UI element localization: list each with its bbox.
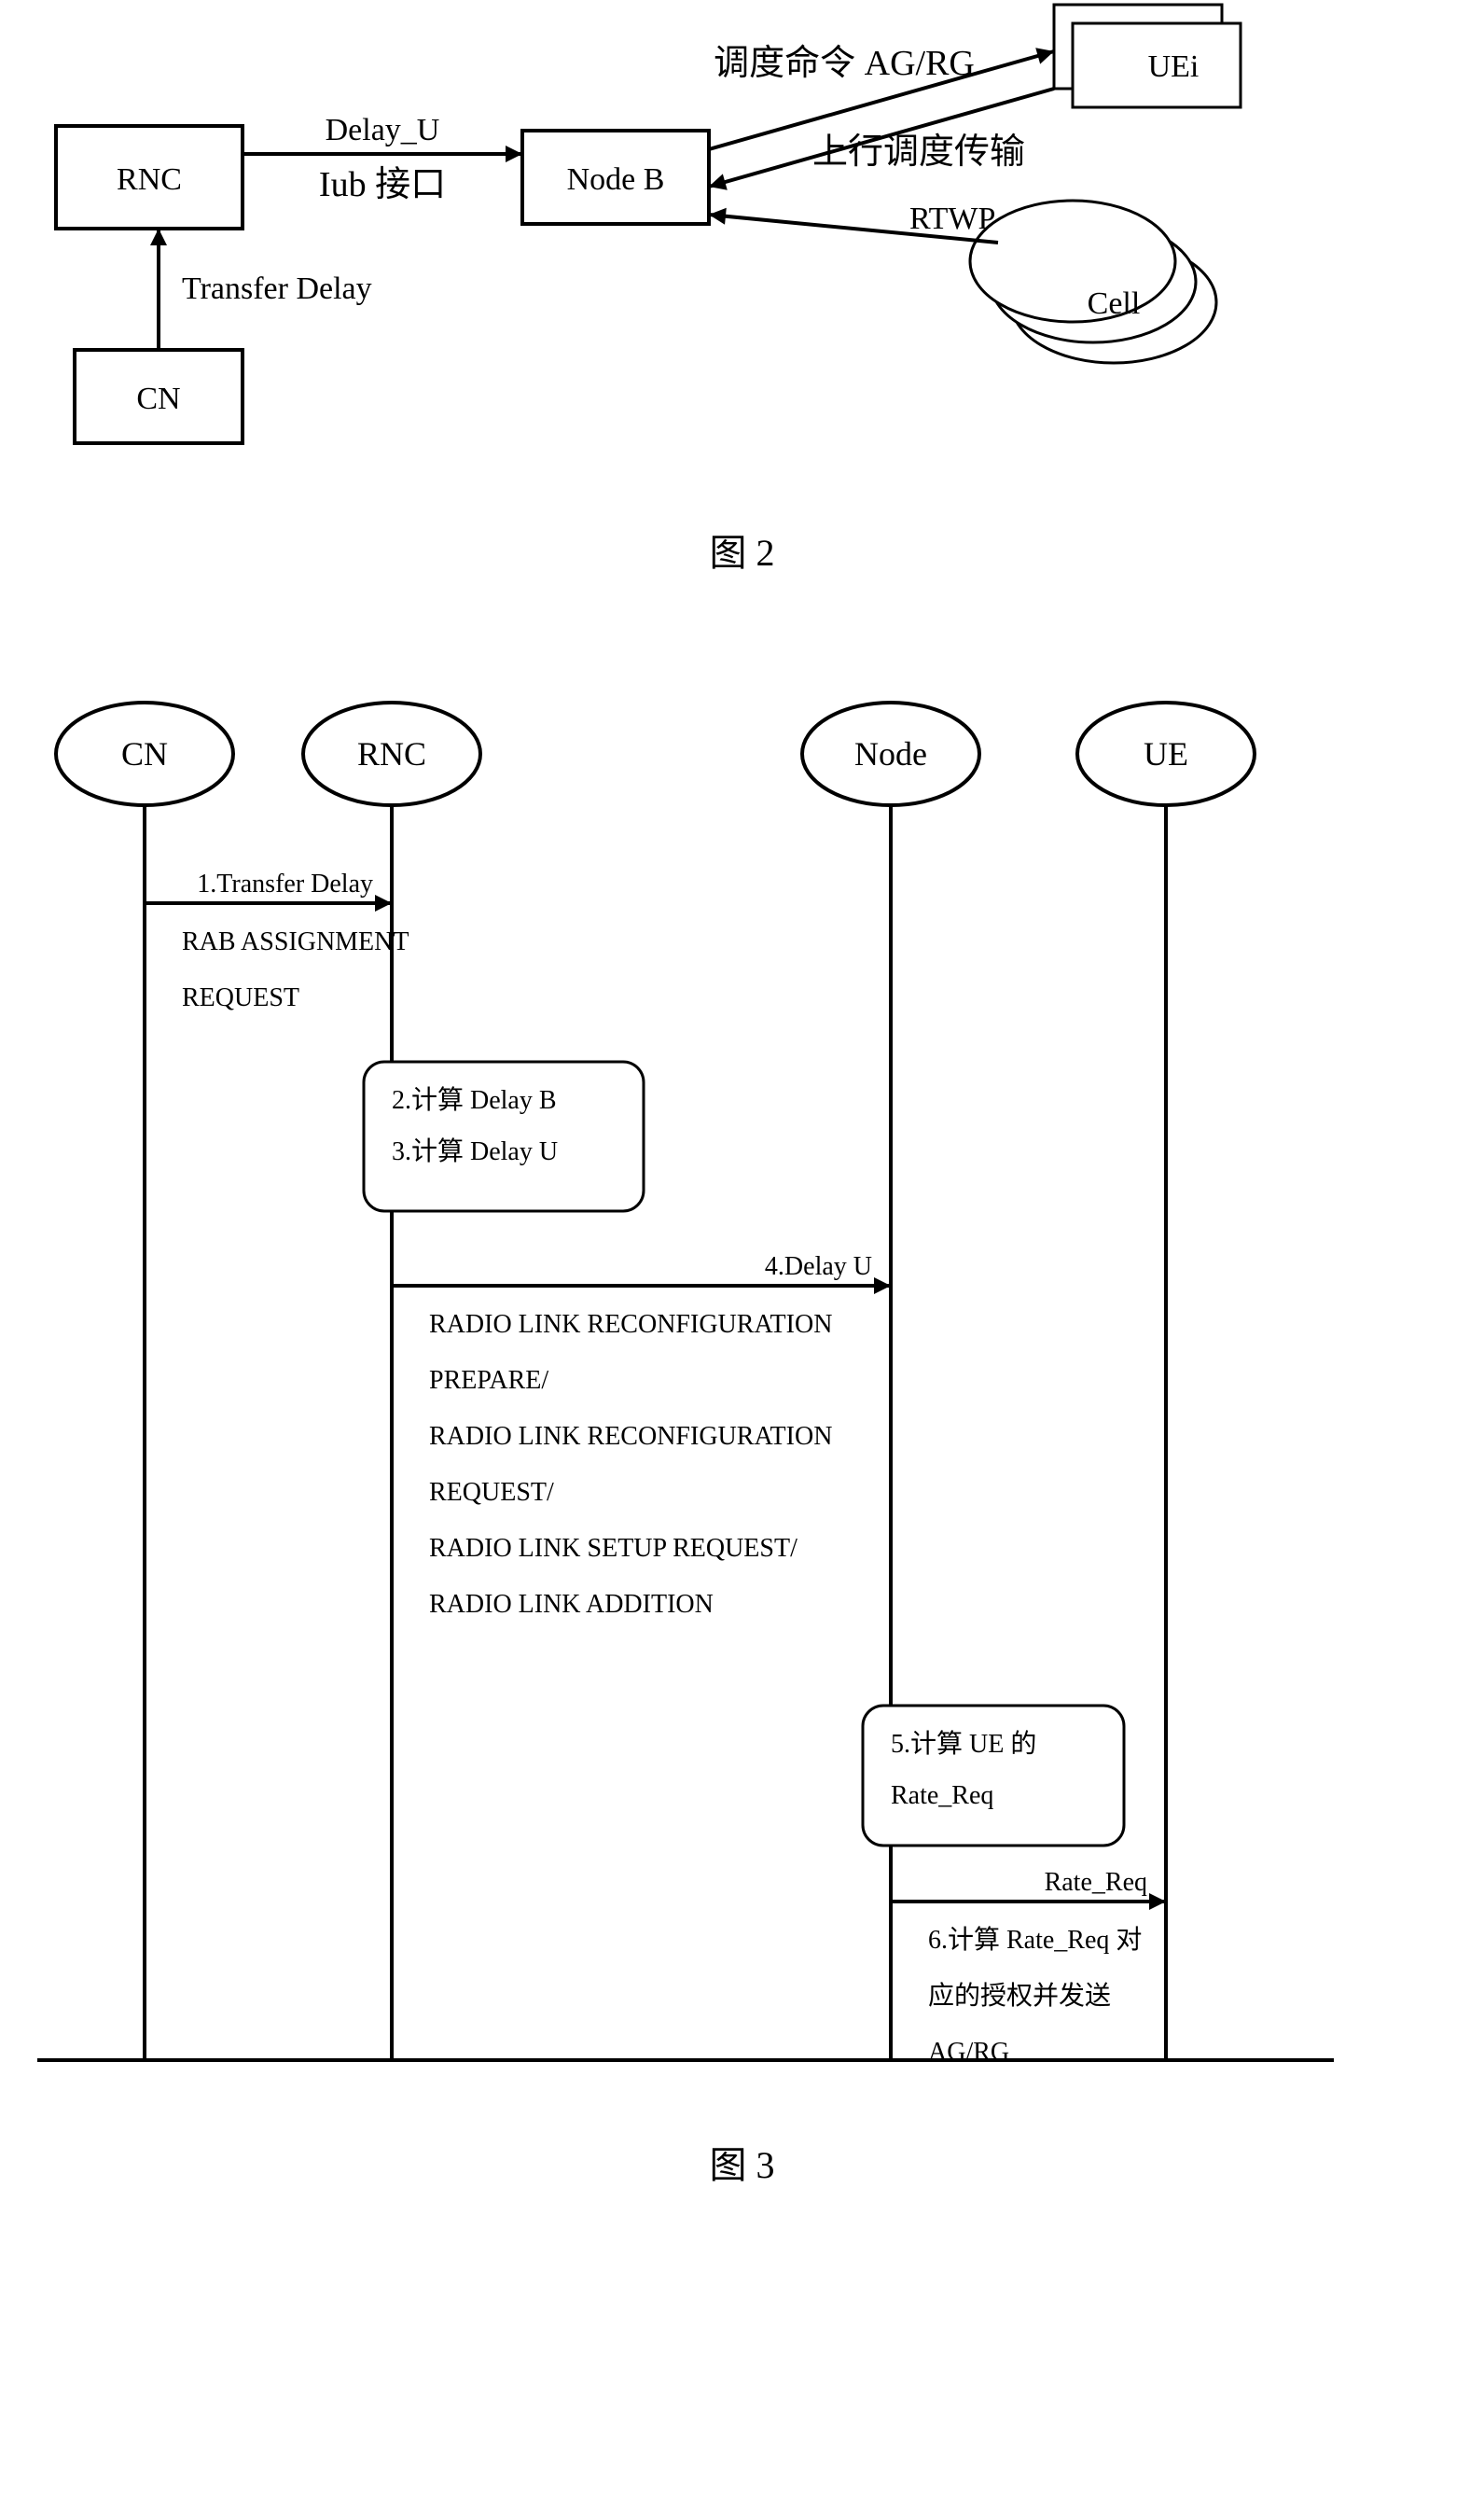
svg-text:Rate_Req: Rate_Req bbox=[1045, 1868, 1147, 1897]
svg-text:REQUEST: REQUEST bbox=[182, 983, 299, 1012]
fig3-caption: 图 3 bbox=[0, 2135, 1484, 2189]
svg-text:调度命令 AG/RG: 调度命令 AG/RG bbox=[714, 44, 975, 83]
svg-text:Cell: Cell bbox=[1088, 286, 1141, 321]
svg-text:Rate_Req: Rate_Req bbox=[891, 1781, 993, 1810]
svg-text:RADIO LINK SETUP REQUEST/: RADIO LINK SETUP REQUEST/ bbox=[429, 1534, 797, 1563]
svg-text:UE: UE bbox=[1144, 735, 1188, 773]
svg-text:RNC: RNC bbox=[357, 735, 426, 773]
svg-text:6.计算 Rate_Req 对: 6.计算 Rate_Req 对 bbox=[928, 1925, 1142, 1955]
svg-text:4.Delay U: 4.Delay U bbox=[765, 1252, 872, 1281]
svg-text:应的授权并发送: 应的授权并发送 bbox=[928, 1981, 1111, 2011]
svg-text:2.计算 Delay B: 2.计算 Delay B bbox=[392, 1085, 557, 1115]
svg-text:RADIO LINK RECONFIGURATION: RADIO LINK RECONFIGURATION bbox=[429, 1310, 832, 1339]
svg-text:UEi: UEi bbox=[1148, 49, 1200, 84]
svg-text:3.计算 Delay U: 3.计算 Delay U bbox=[392, 1136, 558, 1166]
svg-text:RTWP: RTWP bbox=[909, 202, 995, 236]
svg-text:CN: CN bbox=[121, 735, 168, 773]
svg-text:Iub 接口: Iub 接口 bbox=[319, 165, 446, 204]
svg-text:RADIO LINK RECONFIGURATION: RADIO LINK RECONFIGURATION bbox=[429, 1422, 832, 1451]
svg-text:RNC: RNC bbox=[117, 162, 182, 197]
svg-text:RADIO LINK ADDITION: RADIO LINK ADDITION bbox=[429, 1590, 714, 1619]
svg-text:1.Transfer Delay: 1.Transfer Delay bbox=[197, 870, 373, 899]
fig2-diagram: UEi Cell RNC CN Node B Delay_U Iub 接口 Transfer … bbox=[0, 0, 1484, 485]
svg-text:REQUEST/: REQUEST/ bbox=[429, 1478, 554, 1507]
svg-text:Node: Node bbox=[854, 735, 927, 773]
svg-text:上行调度传输: 上行调度传输 bbox=[812, 132, 1025, 172]
svg-text:Node B: Node B bbox=[567, 162, 665, 197]
svg-text:5.计算 UE 的: 5.计算 UE 的 bbox=[891, 1729, 1036, 1759]
fig2-caption: 图 2 bbox=[0, 522, 1484, 577]
svg-text:RAB ASSIGNMENT: RAB ASSIGNMENT bbox=[182, 927, 409, 956]
fig3-diagram: CN RNC Node UE 1.Transfer Delay RAB ASSIGNMEN… bbox=[0, 689, 1484, 2107]
svg-text:AG/RG: AG/RG bbox=[928, 2038, 1009, 2067]
svg-text:PREPARE/: PREPARE/ bbox=[429, 1366, 548, 1395]
svg-text:Delay_U: Delay_U bbox=[326, 113, 440, 147]
svg-text:CN: CN bbox=[136, 382, 180, 416]
svg-text:Transfer Delay: Transfer Delay bbox=[182, 272, 372, 306]
